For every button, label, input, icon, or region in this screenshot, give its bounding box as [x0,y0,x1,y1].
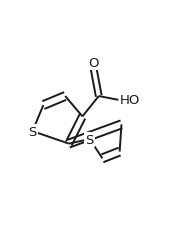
Text: S: S [28,125,37,138]
Text: O: O [88,56,99,69]
Text: HO: HO [120,94,141,107]
Text: S: S [85,133,94,146]
